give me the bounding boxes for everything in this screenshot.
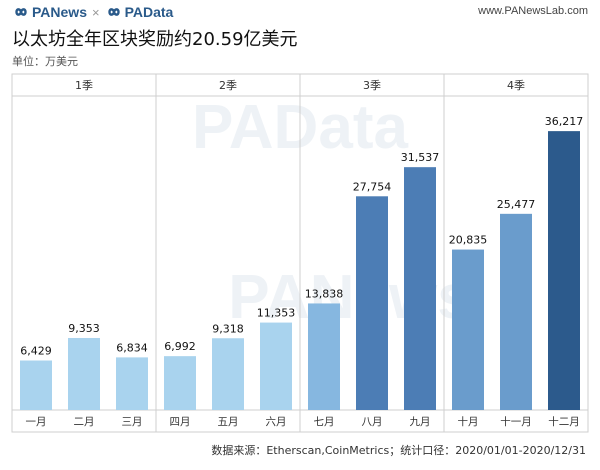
- bar: [164, 356, 196, 410]
- brand-right: PAData: [124, 4, 174, 20]
- x-tick-label: 一月: [26, 416, 47, 428]
- bar: [452, 249, 484, 410]
- data-label: 9,318: [212, 322, 244, 335]
- x-tick-label: 九月: [410, 416, 431, 428]
- data-label: 36,217: [545, 115, 584, 128]
- brand-left: PANews: [32, 4, 87, 20]
- data-label: 6,429: [20, 344, 52, 357]
- data-label: 31,537: [401, 151, 440, 164]
- chart-title: 以太坊全年区块奖励约20.59亿美元: [12, 29, 298, 50]
- chart-unit: 单位：万美元: [12, 55, 78, 68]
- bar: [404, 167, 436, 410]
- x-tick-label: 十二月: [548, 415, 580, 428]
- x-tick-label: 二月: [74, 416, 95, 428]
- x-tick-label: 七月: [314, 416, 335, 428]
- site-url[interactable]: www.PANewsLab.com: [478, 5, 588, 17]
- bar: [548, 131, 580, 411]
- x-tick-label: 五月: [218, 416, 239, 428]
- data-label: 9,353: [68, 322, 100, 335]
- bar: [260, 322, 292, 410]
- x-tick-label: 六月: [266, 416, 287, 428]
- quarter-label: 1季: [75, 79, 93, 92]
- x-tick-label: 八月: [362, 416, 383, 428]
- data-label: 6,992: [164, 340, 196, 353]
- bar: [68, 337, 100, 410]
- bar: [308, 303, 340, 410]
- infinity-icon: [15, 8, 27, 16]
- data-label: 13,838: [305, 287, 344, 300]
- x-tick-label: 十月: [458, 415, 479, 428]
- padata-logo: PAData: [105, 4, 174, 20]
- panews-logo: PANews: [12, 4, 87, 20]
- bar: [212, 338, 244, 410]
- data-label: 25,477: [497, 198, 536, 211]
- bar: [500, 213, 532, 410]
- bar: [116, 357, 148, 410]
- data-label: 27,754: [353, 180, 392, 193]
- bar: [20, 360, 52, 410]
- x-tick-label: 四月: [170, 416, 191, 428]
- data-label: 20,835: [449, 234, 488, 247]
- infinity-icon: [107, 8, 120, 16]
- data-label: 6,834: [116, 341, 148, 354]
- quarter-label: 2季: [219, 79, 237, 92]
- bar: [356, 196, 388, 410]
- quarter-label: 3季: [363, 79, 381, 92]
- data-label: 11,353: [257, 307, 296, 320]
- x-tick-label: 三月: [122, 416, 143, 428]
- quarter-label: 4季: [507, 79, 525, 92]
- brand-separator: ×: [91, 4, 100, 20]
- brand-bar: PANews × PAData: [12, 3, 173, 21]
- data-source-note: 数据来源：Etherscan,CoinMetrics；统计口径：2020/01/…: [211, 444, 586, 457]
- x-tick-label: 十一月: [500, 415, 532, 428]
